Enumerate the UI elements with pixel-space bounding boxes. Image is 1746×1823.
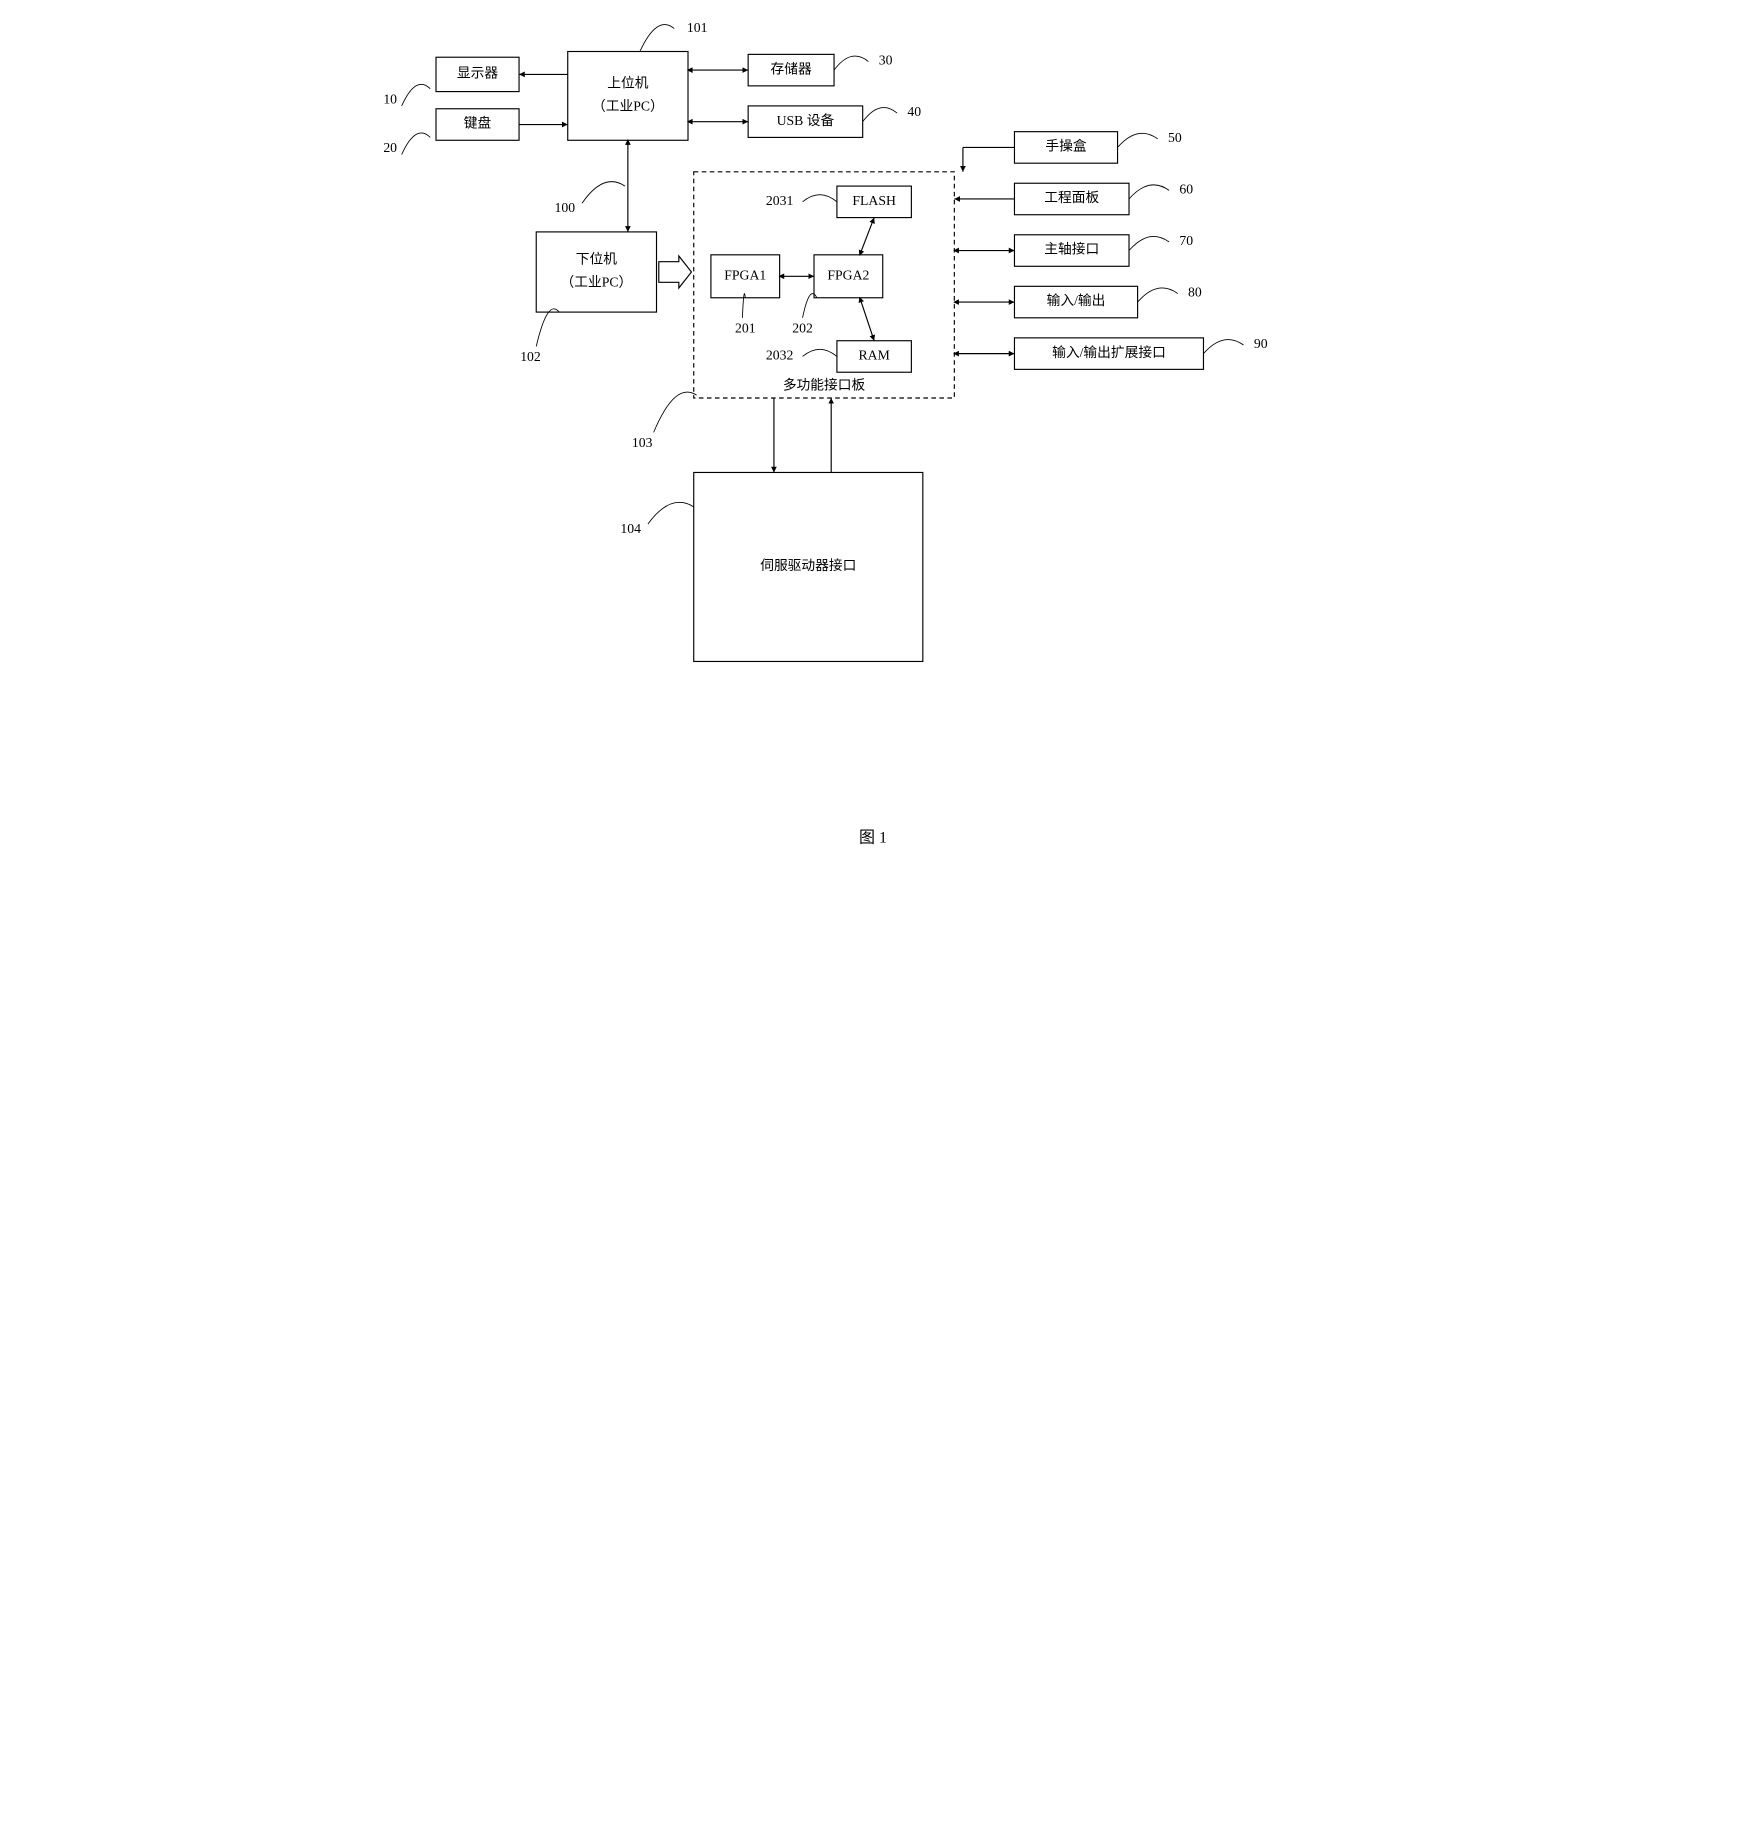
label1-lower: 下位机: [576, 252, 617, 267]
label-storage: 存储器: [770, 61, 811, 76]
label-keyboard: 键盘: [464, 115, 492, 131]
arr-fpga2-flash: [860, 218, 874, 255]
label-spindle: 主轴接口: [1044, 241, 1099, 257]
ref-display: 10: [383, 91, 397, 106]
label-flash: FLASH: [852, 193, 896, 208]
big-arrow-right: [659, 256, 692, 288]
lead-104: [648, 502, 694, 524]
arr-fpga2-ram: [860, 298, 874, 341]
ref-storage: 30: [879, 53, 893, 68]
block-diagram: 显示器键盘 上位机 （工业PC） 存储器 USB 设备下位机 （工业PC） FPGA1 FPG…: [373, 20, 1373, 1064]
lead-20: [402, 133, 431, 155]
lead-102: [536, 309, 559, 347]
ref-lower: 102: [520, 349, 541, 364]
label-display: 显示器: [457, 66, 498, 81]
ref-mfboard: 103: [632, 435, 653, 450]
mfboard-title: 多功能接口板: [783, 377, 866, 393]
ref-fpga1: 201: [735, 320, 756, 335]
lead-50: [1118, 133, 1158, 147]
label-handbox: 手操盒: [1045, 138, 1086, 154]
lead-30: [834, 56, 868, 70]
label-ram: RAM: [858, 348, 889, 363]
ref-flash: 2031: [766, 193, 794, 208]
ref-keyboard: 20: [383, 140, 397, 155]
ref-100: 100: [555, 200, 576, 215]
label1-host: 上位机: [607, 76, 648, 91]
label-fpga2: FPGA2: [827, 267, 869, 282]
label-usb: USB 设备: [777, 112, 835, 128]
lead-40: [863, 108, 897, 122]
lead-80: [1138, 288, 1178, 302]
lead-2031: [803, 195, 837, 202]
label-io: 输入/输出: [1047, 293, 1106, 308]
label-ioext: 输入/输出扩展接口: [1052, 344, 1166, 360]
ref-usb: 40: [907, 104, 921, 119]
ref-handbox: 50: [1168, 130, 1182, 145]
ref-ram: 2032: [766, 348, 794, 363]
label-fpga1: FPGA1: [724, 267, 766, 282]
ref-host: 101: [687, 20, 708, 35]
figure-caption: 图 1: [859, 830, 887, 847]
lead-70: [1129, 236, 1169, 250]
ref-servo: 104: [620, 521, 641, 536]
ref-fpga2: 202: [792, 320, 813, 335]
ref-spindle: 70: [1179, 233, 1193, 248]
lead-60: [1129, 185, 1169, 199]
ref-io: 80: [1188, 285, 1202, 300]
label2-lower: （工业PC）: [560, 275, 632, 290]
box-host: [568, 52, 688, 141]
box-lower: [536, 232, 656, 312]
lead-90: [1203, 340, 1243, 354]
lead-2032: [803, 349, 837, 356]
lead-101: [640, 25, 674, 52]
lead-103: [654, 392, 697, 432]
label2-host: （工业PC）: [592, 98, 664, 113]
label-servo: 伺服驱动器接口: [760, 557, 856, 573]
lead-100: [582, 182, 625, 204]
ref-ioext: 90: [1254, 336, 1268, 351]
label-engpanel: 工程面板: [1044, 190, 1099, 205]
lead-10: [402, 84, 431, 106]
ref-engpanel: 60: [1179, 182, 1193, 197]
